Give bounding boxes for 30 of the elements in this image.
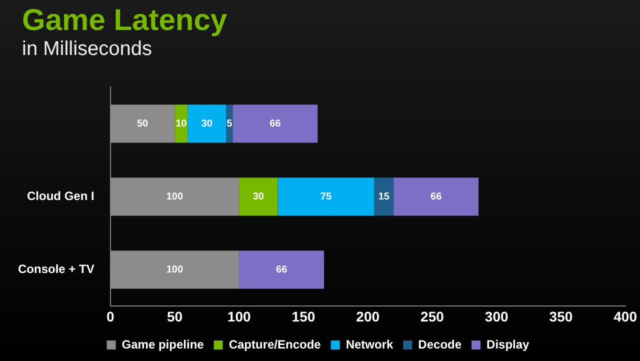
data-label: 30: [201, 118, 213, 130]
x-tick-label: 50: [166, 308, 183, 324]
data-label: 50: [136, 118, 149, 130]
x-tick-label: 250: [420, 308, 444, 324]
legend-label: Decode: [418, 337, 462, 352]
data-label: 30: [252, 191, 264, 202]
data-label: 66: [276, 264, 288, 276]
data-label: 100: [166, 264, 184, 276]
y-tick-label: Console + TV: [18, 262, 94, 276]
x-tick-label: 400: [614, 308, 638, 324]
data-label: 66: [270, 118, 282, 130]
chart-subtitle: in Milliseconds: [22, 38, 152, 61]
x-tick-label: 350: [549, 308, 573, 324]
data-label: 5: [226, 118, 233, 130]
legend-label: Display: [486, 337, 530, 352]
data-label: 66: [430, 191, 442, 202]
x-tick-label: 200: [356, 308, 380, 324]
data-label: 75: [320, 191, 332, 202]
legend-label: Capture/Encode: [228, 337, 322, 352]
x-tick-label: 0: [106, 308, 114, 324]
chart-title: Game Latency: [22, 4, 228, 38]
x-tick-label: 150: [292, 308, 316, 324]
legend-label: Game pipeline: [122, 337, 204, 352]
data-label: 10: [176, 118, 188, 130]
data-label: 15: [378, 191, 390, 202]
data-label: 100: [166, 191, 184, 202]
x-tick-label: 100: [227, 308, 251, 324]
x-tick-label: 300: [484, 308, 508, 324]
y-tick-label: Cloud Gen I: [27, 189, 94, 204]
legend-label: Network: [346, 337, 394, 352]
